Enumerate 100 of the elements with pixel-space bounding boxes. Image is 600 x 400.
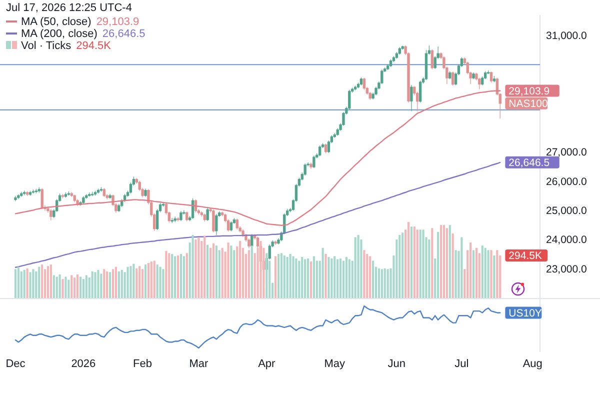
legend-label: MA (50, close) xyxy=(21,16,92,28)
bar xyxy=(380,269,383,298)
annotation: 294.5K xyxy=(508,250,542,262)
bar xyxy=(23,270,26,298)
candlestick xyxy=(472,72,475,80)
candlestick xyxy=(64,192,68,198)
bar xyxy=(174,256,176,298)
bar xyxy=(38,266,40,298)
bar xyxy=(266,253,268,298)
bar xyxy=(32,269,34,298)
bar xyxy=(475,248,478,298)
bar xyxy=(487,250,490,298)
bar xyxy=(150,262,152,298)
bar xyxy=(363,250,366,298)
bar xyxy=(490,250,492,298)
bar xyxy=(14,269,17,298)
candlestick xyxy=(38,187,40,193)
bar xyxy=(109,272,112,298)
candlestick xyxy=(108,194,112,200)
text: 26,646.5 xyxy=(102,28,146,40)
candlestick xyxy=(274,240,277,246)
bar xyxy=(280,253,282,298)
bar xyxy=(322,248,324,298)
bar xyxy=(198,237,200,298)
bar xyxy=(64,276,67,298)
y-tick-label: 24,000.0 xyxy=(546,234,588,246)
bar xyxy=(402,232,404,298)
bar xyxy=(142,269,144,298)
bar xyxy=(94,272,96,298)
bar xyxy=(274,256,277,298)
bar xyxy=(17,266,20,298)
candlestick xyxy=(28,190,32,196)
series-label: US10Y xyxy=(508,308,542,320)
bar xyxy=(239,241,242,298)
bar xyxy=(159,266,162,298)
candlestick xyxy=(61,194,64,199)
y-tick-label: 31,000.0 xyxy=(546,30,588,42)
bar xyxy=(46,266,50,298)
x-tick-label: May xyxy=(324,358,346,370)
bar xyxy=(204,236,206,298)
bar xyxy=(398,234,401,298)
bar xyxy=(209,248,212,298)
legend-label: Vol · Ticks xyxy=(21,40,72,52)
bar xyxy=(378,268,380,298)
text: 29,103.9 xyxy=(96,16,140,28)
candlestick xyxy=(94,190,97,196)
bar xyxy=(227,242,230,298)
candlestick xyxy=(242,229,244,238)
bar xyxy=(422,230,424,298)
series-label: NAS100 xyxy=(508,98,548,110)
bar xyxy=(182,256,185,298)
candlestick xyxy=(492,76,496,82)
bar xyxy=(312,256,315,298)
bar xyxy=(292,256,294,298)
bar xyxy=(192,234,194,298)
bar xyxy=(168,253,170,298)
bar xyxy=(68,280,70,298)
bar xyxy=(357,234,360,298)
candlestick xyxy=(360,77,363,86)
candlestick xyxy=(100,186,103,192)
bar xyxy=(304,259,306,298)
bar xyxy=(345,256,348,298)
bar xyxy=(206,244,209,298)
bar xyxy=(194,239,197,298)
bar xyxy=(153,260,156,298)
bar xyxy=(496,250,498,298)
bar xyxy=(472,250,475,298)
bar xyxy=(431,228,434,298)
bar xyxy=(215,246,218,298)
bar xyxy=(114,266,117,298)
bar xyxy=(248,250,250,298)
candlestick xyxy=(310,162,312,170)
bar xyxy=(410,226,412,298)
bar xyxy=(324,254,327,298)
bar xyxy=(295,258,298,298)
legend-label: MA (200, close) xyxy=(21,28,98,40)
bar xyxy=(212,243,214,298)
bar xyxy=(407,222,410,298)
bar xyxy=(277,254,280,298)
candlestick xyxy=(215,214,218,236)
x-tick-label: Apr xyxy=(258,358,276,370)
line-series xyxy=(14,90,501,226)
candlestick xyxy=(67,191,70,196)
bar xyxy=(340,258,342,298)
bar xyxy=(348,259,350,298)
candlestick xyxy=(50,208,52,221)
bar xyxy=(396,239,398,298)
bar xyxy=(156,264,158,298)
bar xyxy=(372,260,374,298)
candlestick xyxy=(174,216,176,222)
bar xyxy=(130,266,132,298)
candlestick xyxy=(40,188,44,210)
bar xyxy=(298,260,300,298)
bar xyxy=(29,272,32,298)
bar xyxy=(428,239,430,298)
x-tick-label: Aug xyxy=(522,358,542,370)
bar xyxy=(41,264,44,298)
bar xyxy=(484,248,486,298)
bar xyxy=(136,268,138,298)
bar xyxy=(20,271,22,298)
